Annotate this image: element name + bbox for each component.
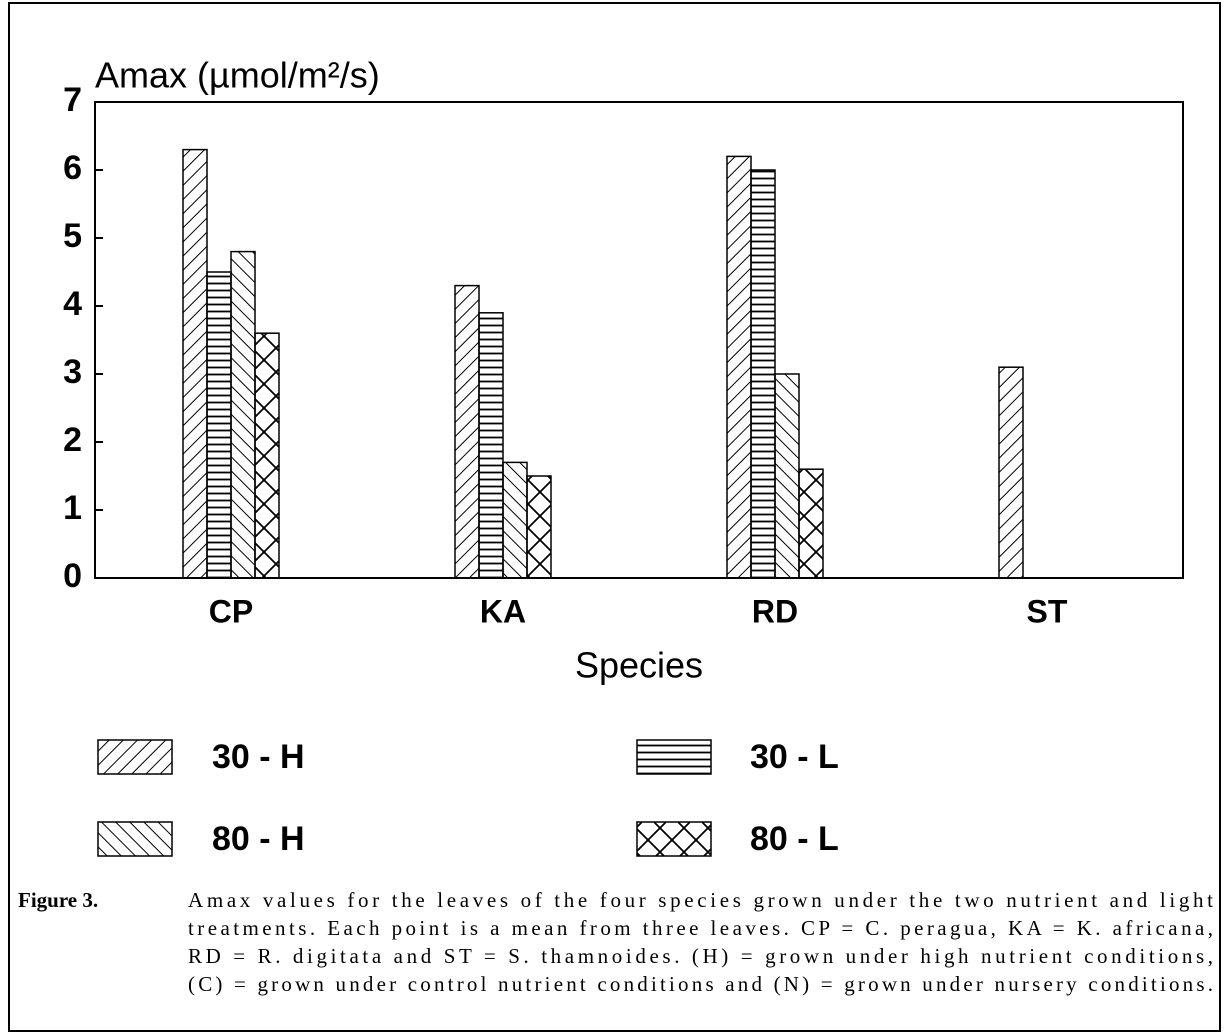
caption-label: Figure 3. [18, 888, 98, 912]
legend-swatch [636, 821, 712, 857]
bar [206, 271, 232, 579]
bar [526, 475, 552, 579]
bar [454, 284, 480, 579]
caption-line: (C) = grown under control nutrient condi… [188, 972, 1213, 996]
caption-line: Amax values for the leaves of the four s… [188, 888, 1213, 912]
caption-line: RD = R. digitata and ST = S. thamnoides.… [188, 944, 1213, 968]
y-tick-label: 7 [63, 81, 82, 119]
y-tick-label: 0 [63, 557, 82, 595]
x-tick-label: KA [480, 593, 526, 629]
y-tick-label: 4 [63, 285, 82, 323]
bar [726, 155, 752, 579]
x-tick-label: RD [752, 593, 798, 629]
bar [774, 373, 800, 579]
bar [182, 148, 208, 579]
plot-frame [94, 101, 1184, 579]
x-tick-label: CP [209, 593, 253, 629]
bar [998, 366, 1024, 579]
legend-label: 80 - L [750, 820, 839, 858]
legend-swatch [97, 821, 173, 857]
legend-label: 30 - L [750, 738, 839, 776]
bar [254, 332, 280, 579]
legend-swatch [97, 739, 173, 775]
x-axis-label: Species [575, 645, 703, 686]
bar [798, 468, 824, 579]
bar [230, 250, 256, 579]
y-tick-label: 5 [63, 217, 82, 255]
y-tick-label: 3 [63, 353, 82, 391]
legend-label: 30 - H [212, 738, 305, 776]
page-frame [8, 2, 1221, 1032]
legend-label: 80 - H [212, 820, 305, 858]
legend-swatch [636, 739, 712, 775]
y-tick-label: 2 [63, 421, 82, 459]
x-tick-label: ST [1027, 593, 1068, 629]
bar [478, 312, 504, 579]
chart-title: Amax (µmol/m²/s) [95, 55, 380, 96]
y-tick-label: 1 [63, 489, 82, 527]
y-tick-label: 6 [63, 149, 82, 187]
bar [750, 169, 776, 579]
bar [502, 461, 528, 579]
caption-line: treatments. Each point is a mean from th… [188, 916, 1213, 940]
